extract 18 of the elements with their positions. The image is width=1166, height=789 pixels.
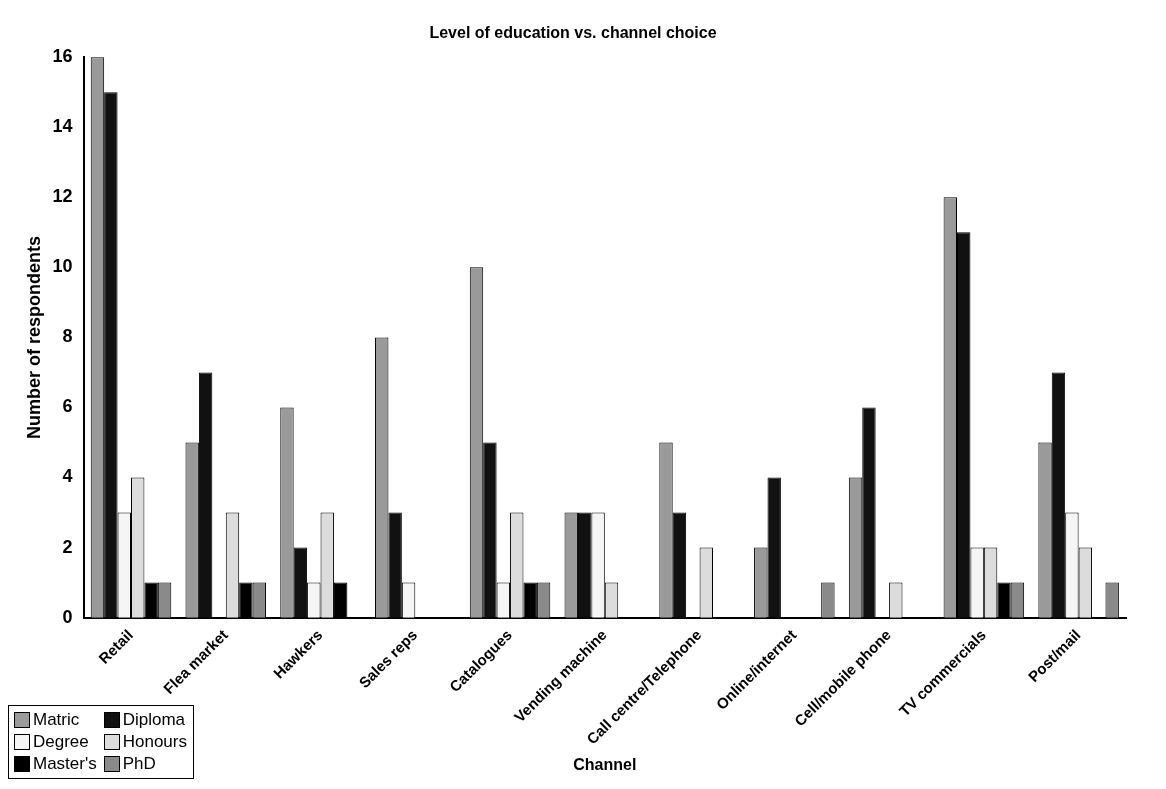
y-tick-label: 14 <box>52 116 73 137</box>
y-tick-label: 0 <box>62 606 73 627</box>
legend-label: Honours <box>122 732 187 752</box>
legend-label: Degree <box>33 732 89 752</box>
y-tick-label: 12 <box>52 186 73 207</box>
chart-title: Level of education vs. channel choice <box>429 24 717 42</box>
y-tick-label: 2 <box>62 536 73 557</box>
y-tick-label: 10 <box>52 256 73 277</box>
y-tick-label: 6 <box>62 396 73 417</box>
y-tick-label: 4 <box>62 466 73 487</box>
legend-label: PhD <box>122 754 156 774</box>
legend-label: Diploma <box>122 710 186 730</box>
y-tick-label: 16 <box>52 46 73 67</box>
x-axis-title: Channel <box>573 755 637 773</box>
legend-label: Matric <box>33 710 80 730</box>
legend-label: Master's <box>33 754 97 774</box>
y-axis-title: Number of respondents <box>23 235 44 439</box>
y-tick-label: 8 <box>62 326 73 347</box>
